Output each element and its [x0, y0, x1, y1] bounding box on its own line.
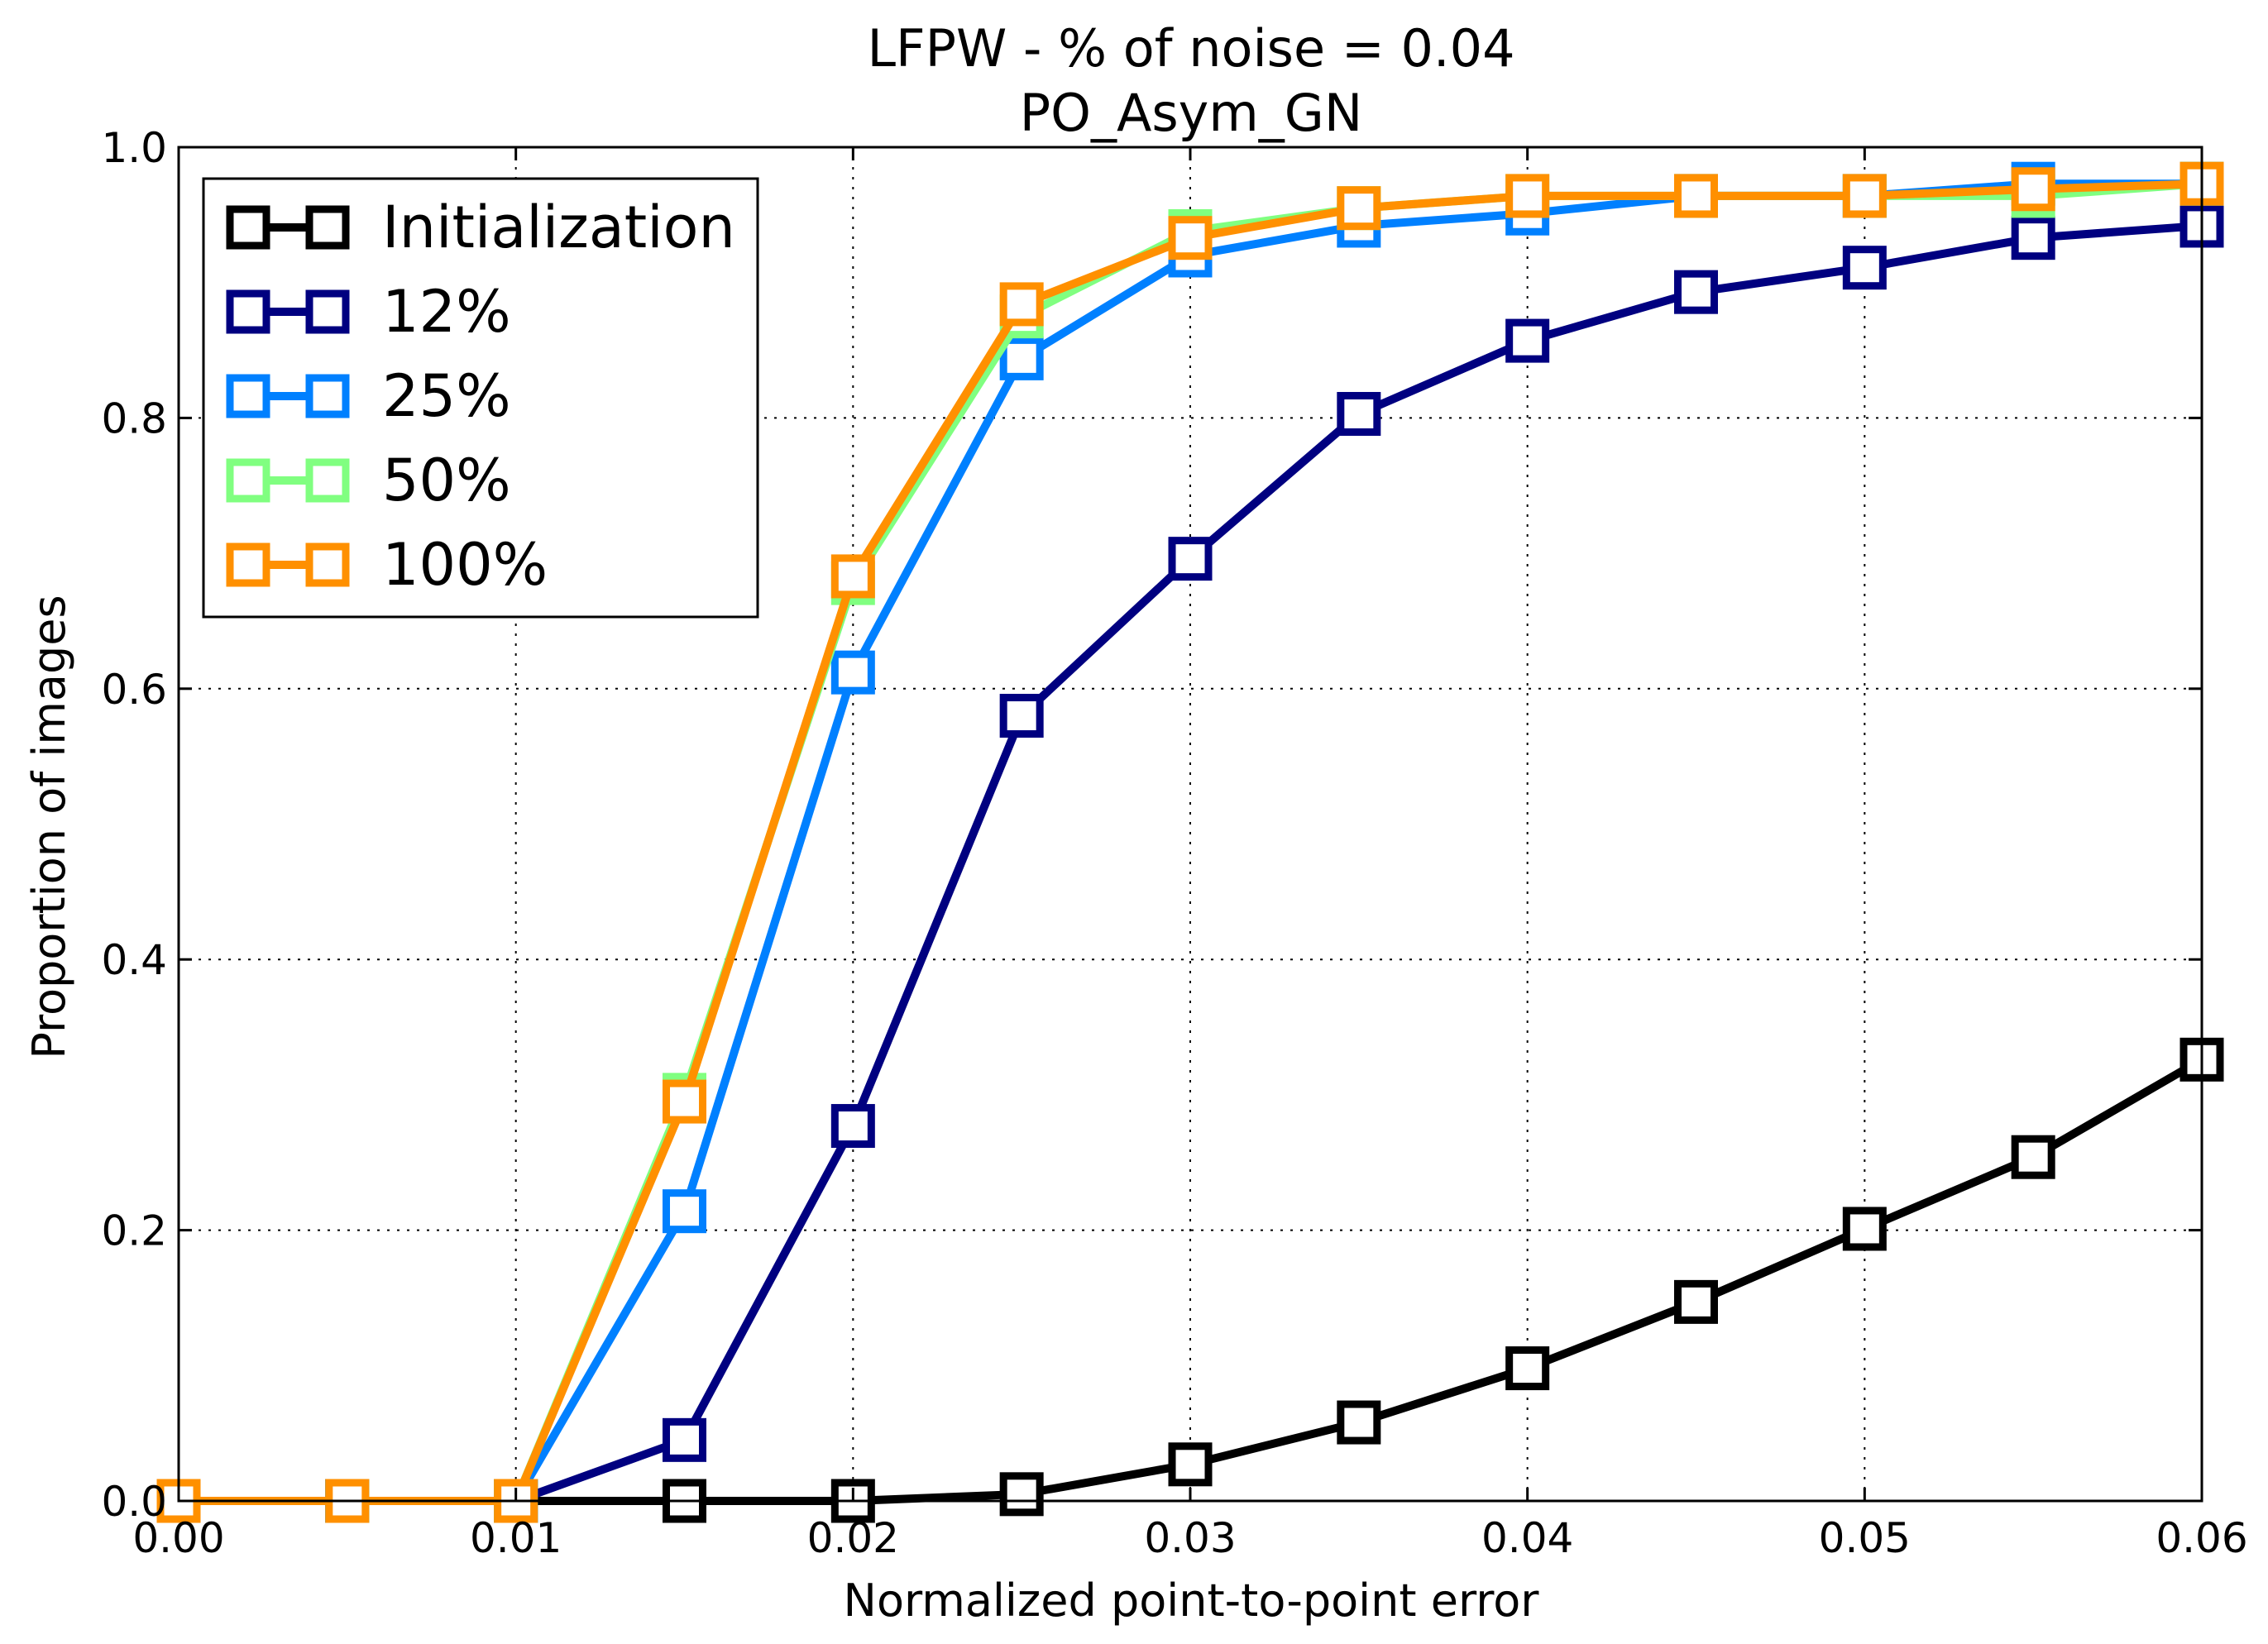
y-tick-label: 0.6 — [101, 666, 167, 714]
data-point — [999, 1472, 1044, 1517]
legend-label: 50% — [382, 447, 511, 514]
data-point — [1168, 1442, 1213, 1487]
legend-label: 12% — [382, 278, 511, 346]
data-point — [663, 1079, 706, 1124]
legend-marker — [226, 542, 270, 587]
legend-item-0: Initialization — [226, 194, 735, 261]
x-tick-label: 0.00 — [132, 1514, 224, 1562]
x-tick-label: 0.06 — [2156, 1514, 2247, 1562]
data-point — [1337, 1400, 1381, 1445]
data-point — [1842, 246, 1887, 290]
data-point — [1168, 216, 1213, 260]
y-tick-label: 1.0 — [101, 124, 167, 172]
data-point — [1674, 270, 1718, 314]
data-point — [1505, 318, 1550, 363]
data-point — [1842, 174, 1887, 218]
legend: Initialization 12% 25% 50% 100% — [202, 177, 759, 619]
data-point — [1505, 174, 1550, 218]
legend-marker — [305, 205, 350, 250]
data-point — [1674, 174, 1718, 218]
data-point — [830, 650, 875, 695]
x-axis-label: Normalized point-to-point error — [844, 1575, 1540, 1627]
legend-marker — [305, 289, 350, 334]
data-point — [999, 694, 1044, 738]
data-point — [1842, 1207, 1887, 1251]
data-point — [1337, 391, 1381, 436]
data-point — [663, 1417, 706, 1462]
y-tick-label: 0.8 — [101, 394, 167, 442]
x-tick-label: 0.02 — [807, 1514, 899, 1562]
data-point — [2011, 1135, 2055, 1179]
x-tick-label: 0.05 — [1819, 1514, 1911, 1562]
data-point — [1168, 537, 1213, 581]
y-tick-label: 0.4 — [101, 936, 167, 984]
legend-marker — [226, 289, 270, 334]
legend-item-2: 25% — [226, 362, 511, 430]
data-point — [663, 1189, 706, 1234]
legend-marker — [226, 205, 270, 250]
legend-item-4: 100% — [226, 531, 548, 599]
legend-label: 25% — [382, 362, 511, 430]
x-tick-label: 0.03 — [1144, 1514, 1236, 1562]
data-point — [999, 282, 1044, 327]
legend-marker — [226, 458, 270, 503]
data-point — [830, 1104, 875, 1149]
data-point — [1674, 1279, 1718, 1324]
data-point — [1505, 1346, 1550, 1391]
ticks: 0.00 0.01 0.02 0.03 0.04 0.05 0.06 0.0 0.2 0.4 0.6… — [101, 124, 2247, 1562]
y-axis-label: Proportion of images — [23, 595, 75, 1059]
chart-title: LFPW - % of noise = 0.04 — [867, 18, 1514, 79]
legend-marker — [305, 542, 350, 587]
legend-label: 100% — [382, 531, 548, 599]
legend-marker — [305, 374, 350, 418]
legend-item-1: 12% — [226, 278, 511, 346]
legend-marker — [226, 374, 270, 418]
data-point — [2011, 167, 2055, 212]
y-tick-label: 0.0 — [101, 1478, 167, 1526]
data-point — [1337, 186, 1381, 231]
data-point — [2011, 216, 2055, 260]
legend-marker — [305, 458, 350, 503]
x-tick-label: 0.01 — [470, 1514, 562, 1562]
data-point — [830, 554, 875, 599]
data-point — [999, 336, 1044, 380]
y-tick-label: 0.2 — [101, 1207, 167, 1255]
chart-subtitle: PO_Asym_GN — [1020, 83, 1362, 143]
legend-label: Initialization — [382, 194, 735, 261]
x-tick-label: 0.04 — [1481, 1514, 1573, 1562]
legend-item-3: 50% — [226, 447, 511, 514]
